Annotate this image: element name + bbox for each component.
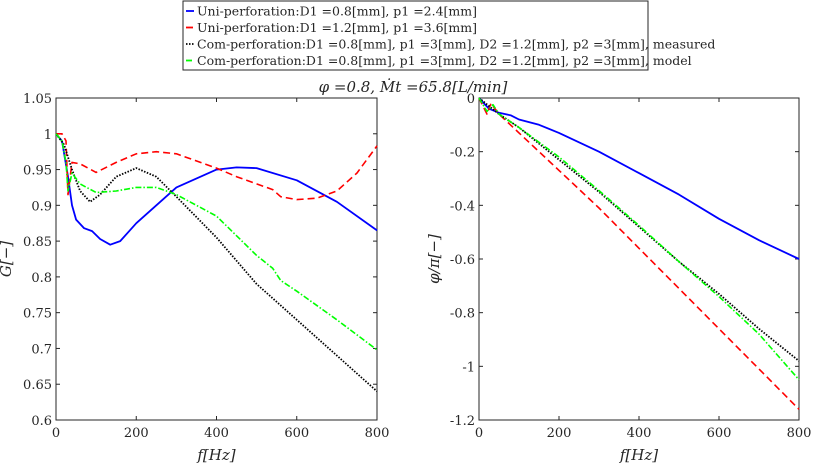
series-line-1 [55, 133, 378, 246]
y-tick-label: 0 [467, 92, 475, 107]
x-tick-label: 600 [707, 426, 732, 441]
y-tick-label: 0.95 [23, 164, 52, 179]
x-tick-label: 800 [787, 426, 812, 441]
x-axis-label: f[Hz] [196, 446, 235, 464]
series-line-4 [55, 133, 378, 351]
x-tick-label: 0 [52, 426, 60, 441]
x-tick-label: 0 [475, 426, 483, 441]
y-tick-label: 0.9 [31, 199, 52, 214]
y-tick-label: -0.8 [450, 307, 475, 322]
axes-2: 0 200 400 600 800 -1.2 -1 -0.8 -0.6 -0.4 -0.2 0 f[Hz… [425, 92, 811, 464]
x-tick-label: 400 [627, 426, 652, 441]
y-tick-label: 0.7 [31, 342, 52, 357]
plot-area [478, 97, 800, 421]
chart-title: φ =0.8, Ṁt =65.8[L/min] [319, 78, 508, 96]
x-tick-label: 200 [124, 426, 149, 441]
y-axis-label: φ/π[−] [425, 234, 443, 284]
y-tick-label: 1 [44, 128, 52, 143]
y-tick-label: 0.8 [31, 271, 52, 286]
x-axis-label: f[Hz] [619, 446, 658, 464]
legend-label: Com-perforation:D1 =0.8[mm], p1 =3[mm], … [197, 37, 715, 52]
y-tick-label: 0.65 [23, 378, 52, 393]
series-line-3 [478, 97, 800, 362]
x-tick-label: 800 [365, 426, 390, 441]
series-line-2 [56, 133, 378, 201]
y-axis-label: G[−] [0, 241, 15, 277]
y-tick-label: 0.75 [23, 307, 52, 322]
x-tick-label: 600 [284, 426, 309, 441]
x-tick-label: 200 [547, 426, 572, 441]
series-line-3 [55, 133, 378, 393]
y-tick-label: -0.2 [450, 146, 475, 161]
legend-label: Uni-perforation:D1 =1.2[mm], p1 =3.6[mm] [197, 20, 477, 35]
y-tick-label: 1.05 [23, 92, 52, 107]
series-line-2 [478, 97, 800, 410]
axes-1: 0 200 400 600 800 0.6 0.65 0.7 0.75 0.8 0.85 0.9 0.9… [0, 92, 389, 464]
plot-area [55, 97, 378, 421]
y-tick-label: 0.85 [23, 235, 52, 250]
legend: Uni-perforation:D1 =0.8[mm], p1 =2.4[mm]… [182, 0, 715, 71]
y-tick-label: 0.6 [31, 414, 52, 429]
y-tick-label: -0.4 [450, 199, 475, 214]
legend-label: Com-perforation:D1 =0.8[mm], p1 =3[mm], … [197, 53, 692, 68]
y-tick-label: -1 [462, 360, 475, 375]
y-tick-label: -1.2 [450, 414, 475, 429]
x-tick-label: 400 [204, 426, 229, 441]
legend-label: Uni-perforation:D1 =0.8[mm], p1 =2.4[mm] [197, 4, 477, 19]
series-line-4 [478, 97, 800, 381]
y-tick-label: -0.6 [450, 253, 475, 268]
